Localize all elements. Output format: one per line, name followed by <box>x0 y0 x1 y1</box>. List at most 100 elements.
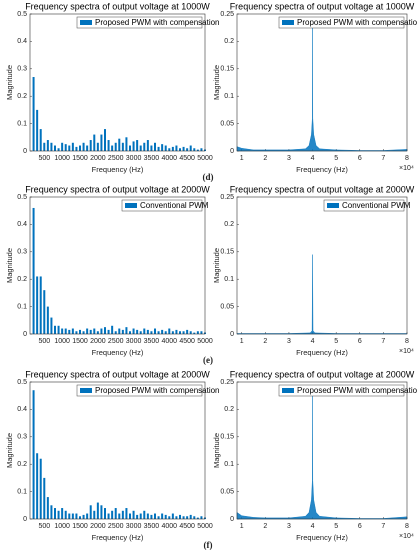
plot-frame <box>236 196 408 335</box>
bar <box>150 331 153 334</box>
x-tick-label: 2000 <box>90 338 106 345</box>
bar <box>54 508 56 519</box>
x-axis-label: Frequency (Hz) <box>92 165 144 174</box>
bar <box>157 516 160 519</box>
caption: (e) <box>203 355 213 365</box>
bar <box>157 331 160 334</box>
legend-label: Proposed PWM with compensation <box>297 386 417 395</box>
bar <box>193 516 196 519</box>
bar <box>32 207 35 334</box>
x-tick-label: 2 <box>263 155 267 162</box>
bar <box>171 331 174 334</box>
y-tick-label: 0.2 <box>17 93 27 100</box>
bar <box>164 331 167 334</box>
bar <box>125 137 128 151</box>
bar <box>43 477 46 519</box>
x-multiplier: ×10⁴ <box>399 348 414 355</box>
plot-frame <box>29 13 206 152</box>
bar <box>75 146 78 151</box>
bar <box>182 146 185 151</box>
x-tick-label: 2500 <box>108 155 124 162</box>
legend-swatch <box>80 388 92 393</box>
bar <box>175 516 178 519</box>
x-multiplier: ×10⁴ <box>399 533 414 540</box>
bar <box>129 331 131 334</box>
bar <box>71 513 74 519</box>
bar <box>75 513 78 519</box>
bar <box>136 514 139 519</box>
x-tick-label: 4 <box>311 155 315 162</box>
legend-swatch <box>125 203 137 208</box>
bar <box>100 134 103 151</box>
x-tick-label: 3000 <box>126 155 142 162</box>
bar <box>164 145 167 151</box>
x-tick-label: 500 <box>38 155 50 162</box>
x-tick-label: 3500 <box>144 523 160 530</box>
bar <box>193 332 196 334</box>
y-tick-label: 0.1 <box>17 120 27 127</box>
legend-box <box>76 16 203 29</box>
bar <box>50 505 53 519</box>
x-axis-label: Frequency (Hz) <box>296 165 348 174</box>
bar <box>57 325 60 334</box>
bar <box>43 142 46 151</box>
x-tick-label: 4000 <box>161 155 177 162</box>
legend-box <box>76 384 203 397</box>
bar <box>54 145 56 151</box>
bar <box>164 514 167 519</box>
y-tick-label: 0.05 <box>220 303 234 310</box>
x-axis-label: Frequency (Hz) <box>92 348 144 357</box>
bar <box>146 329 149 334</box>
x-tick-label: 3 <box>287 338 291 345</box>
bar <box>132 510 135 519</box>
legend-box <box>278 384 405 397</box>
chart-title: Frequency spectra of output voltage at 2… <box>25 184 210 194</box>
bar <box>79 145 81 151</box>
bar <box>200 331 203 334</box>
y-tick-label: 0.2 <box>224 221 234 228</box>
bar <box>82 514 85 519</box>
bar <box>36 453 39 519</box>
bar <box>46 140 49 151</box>
bar <box>168 328 171 334</box>
bar <box>121 510 124 519</box>
bar <box>161 144 164 151</box>
x-tick-label: 1500 <box>72 523 88 530</box>
x-tick-label: 7 <box>381 155 385 162</box>
bar <box>71 142 74 151</box>
y-tick-label: 0.1 <box>17 488 27 495</box>
bar <box>125 327 128 334</box>
bar <box>61 142 64 151</box>
x-tick-label: 6 <box>358 155 362 162</box>
x-tick-label: 5 <box>334 338 338 345</box>
y-tick-label: 0.4 <box>17 38 27 45</box>
bar <box>182 516 185 519</box>
x-tick-label: 5 <box>334 523 338 530</box>
x-tick-label: 6 <box>358 338 362 345</box>
x-tick-label: 1 <box>240 338 244 345</box>
y-tick-label: 0.05 <box>220 120 234 127</box>
bar <box>186 329 189 334</box>
bar <box>39 458 42 519</box>
bar <box>50 142 53 151</box>
y-axis-label: Magnitude <box>5 433 14 468</box>
bar <box>125 508 128 519</box>
x-tick-label: 2 <box>263 523 267 530</box>
bar <box>104 327 106 334</box>
spectrum-area <box>236 19 408 152</box>
bar <box>86 145 89 151</box>
legend-label: Proposed PWM with compensation <box>95 18 220 27</box>
y-tick-label: 0.5 <box>17 194 27 201</box>
x-tick-label: 8 <box>405 523 409 530</box>
bar <box>175 145 178 151</box>
bar <box>154 328 156 334</box>
bar <box>111 510 114 519</box>
bar <box>43 290 46 334</box>
bar <box>118 138 121 151</box>
spectrum-area <box>236 392 408 520</box>
bar <box>93 134 96 151</box>
y-tick-label: 0.1 <box>224 93 234 100</box>
x-tick-label: 2500 <box>108 523 124 530</box>
bar <box>100 328 103 334</box>
x-tick-label: 4 <box>311 338 315 345</box>
